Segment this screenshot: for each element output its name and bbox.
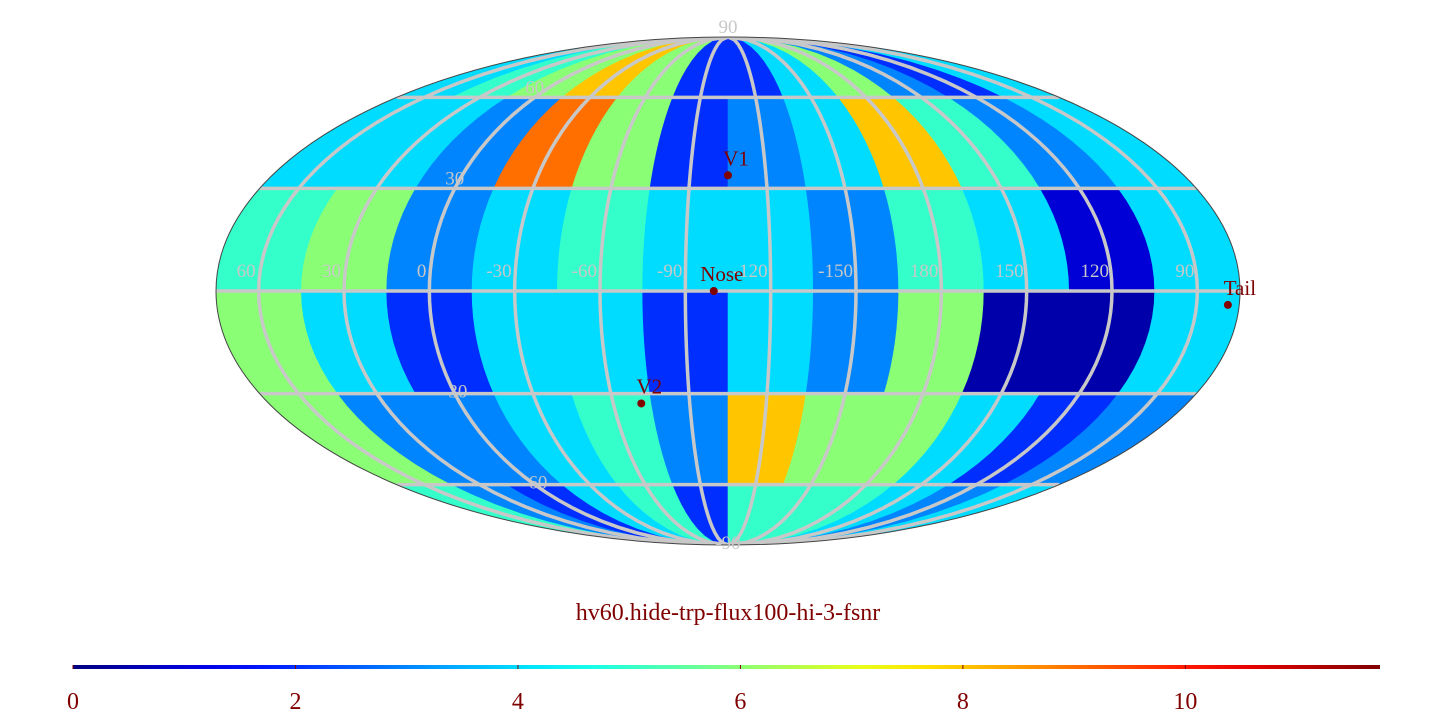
marker-dot: [724, 171, 732, 180]
marker-label: Nose: [700, 262, 743, 286]
colorbar-tick-label: 10: [1173, 689, 1197, 715]
colorbar-tick-label: 8: [957, 689, 969, 715]
lon-label: 0: [417, 261, 427, 282]
colorbar: 0 2 4 6 8 10: [67, 665, 1380, 715]
lat-label: -30: [442, 382, 467, 403]
lat-label: 90: [719, 17, 738, 38]
title: hv60.hide-trp-flux100-hi-3-fsnr: [576, 600, 881, 626]
labels: 60 30 0 -30 -60 -90 -120 -150 180 150 120 90 90 60 30 -…: [237, 17, 1257, 554]
lat-label: 60: [525, 77, 544, 98]
colorbar-tick-label: 2: [289, 689, 301, 715]
graticule: [216, 37, 1240, 545]
colorbar-tick-label: 4: [512, 689, 524, 715]
lon-label: -120: [733, 261, 768, 282]
lon-label: 90: [1175, 261, 1194, 282]
marker-dot: [1223, 300, 1232, 309]
marker-dot: [709, 287, 718, 295]
lon-label: 180: [910, 261, 939, 282]
lat-label: -90: [715, 533, 740, 554]
lon-label: 30: [322, 261, 341, 282]
colorbar-tick-label: 6: [734, 689, 746, 715]
marker-dot: [637, 399, 646, 408]
lon-label: -150: [818, 261, 853, 282]
lon-label: -90: [657, 261, 682, 282]
colorbar-tick-label: 0: [67, 689, 79, 715]
map-outline: [215, 36, 1241, 546]
lon-label: 150: [995, 261, 1024, 282]
lon-label: 120: [1081, 261, 1110, 282]
lon-label: 60: [237, 261, 256, 282]
colorbar-strip: [73, 665, 1380, 669]
marker-label: V2: [636, 374, 662, 398]
lon-label: -60: [572, 261, 597, 282]
marker-label: Tail: [1224, 276, 1257, 300]
lat-label: -60: [522, 473, 547, 494]
lat-label: 30: [445, 168, 464, 189]
marker-label: V1: [723, 146, 749, 170]
lon-label: -30: [486, 261, 511, 282]
